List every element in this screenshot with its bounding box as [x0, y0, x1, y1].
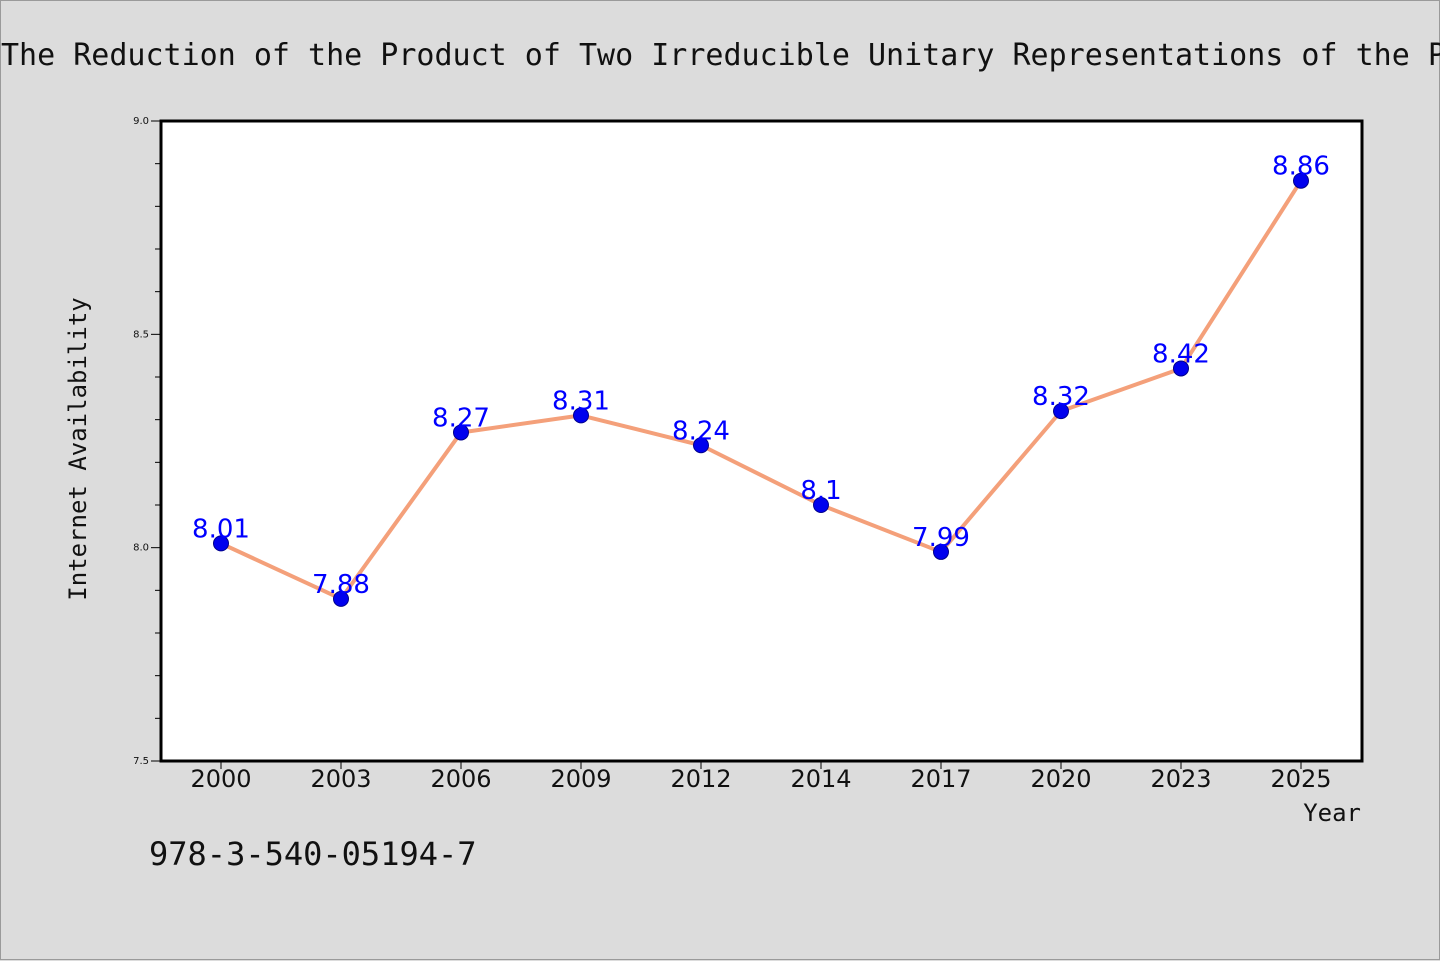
plot-area: [159, 119, 1364, 763]
y-tick-label: 8.5: [133, 329, 149, 340]
data-point: [1173, 360, 1189, 377]
data-point: [813, 497, 829, 513]
x-tick-label: 2012: [670, 765, 731, 793]
y-tick-label: 9.0: [133, 116, 149, 127]
x-tick-label: 2025: [1270, 765, 1331, 793]
y-tick-label: 8.0: [133, 543, 149, 554]
x-axis: 2000 2003 2006 2009 2012 2014 2017 2020 2023 2025: [190, 761, 1332, 793]
data-point: [1053, 403, 1069, 420]
data-point: [573, 407, 589, 424]
x-tick-label: 2003: [310, 765, 371, 793]
y-axis-label: Internet Availability: [64, 297, 92, 600]
x-tick-label: 2014: [790, 765, 851, 793]
data-label: 7.99: [912, 523, 970, 553]
x-tick-label: 2000: [190, 765, 251, 793]
data-point: [213, 535, 229, 552]
x-axis-label: Year: [1303, 799, 1361, 827]
data-point: [333, 590, 349, 607]
isbn-text: 978-3-540-05194-7: [149, 835, 477, 873]
data-point: [933, 543, 949, 560]
data-label-layer: 8.01 7.88 8.27 8.31 8.24 8.1 7.99 8.32 8.42 8.86: [192, 152, 1330, 600]
x-tick-label: 2006: [430, 765, 491, 793]
data-point: [1293, 172, 1309, 189]
data-label: 8.27: [432, 403, 490, 433]
data-label: 8.24: [672, 416, 730, 446]
x-tick-label: 2009: [550, 765, 611, 793]
data-label: 7.88: [312, 570, 370, 600]
data-label: 8.31: [552, 386, 610, 416]
data-point: [693, 437, 709, 454]
data-label: 8.32: [1032, 382, 1090, 412]
x-tick-label: 2020: [1030, 765, 1091, 793]
data-label: 8.01: [192, 514, 250, 544]
series-layer: [213, 172, 1309, 607]
series-line: [219, 178, 1303, 601]
x-tick-label: 2017: [910, 765, 971, 793]
x-tick-label: 2023: [1150, 765, 1211, 793]
y-tick-label: 7.5: [133, 756, 149, 767]
data-label: 8.86: [1272, 152, 1330, 182]
data-point: [453, 424, 469, 441]
y-axis: 7.5 8.0 8.5 9.0: [133, 116, 161, 767]
chart-title: The Reduction of the Product of Two Irre…: [1, 38, 1440, 73]
data-label: 8.42: [1152, 339, 1210, 369]
data-label: 8.1: [800, 476, 841, 506]
